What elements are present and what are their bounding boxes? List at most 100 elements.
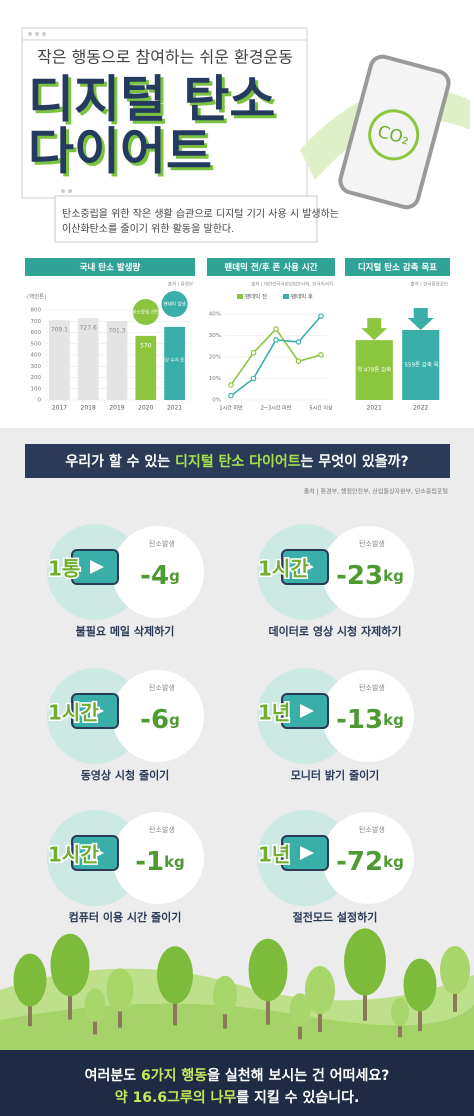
down-arrow <box>361 318 388 341</box>
tree-trunk <box>318 1006 322 1032</box>
y-tick-label: 400 <box>31 353 42 359</box>
legend-swatch <box>283 294 289 299</box>
y-tick-label: 40% <box>209 312 221 318</box>
y-tick-label: 0 <box>38 398 42 404</box>
window-dot <box>35 32 39 36</box>
tree-crown <box>213 975 237 1015</box>
value-label: 탄소발생 <box>149 825 175 834</box>
co2-ring <box>368 109 420 161</box>
section-source: 출처 | 환경부, 행정안전부, 산업통상자원부, 탄소중립포털 <box>304 488 448 496</box>
amount: 1년 <box>258 701 290 725</box>
chart-title-bar <box>25 258 195 276</box>
y-tick-label: 0% <box>212 398 221 404</box>
x-tick-label: 2~3시간 미만 <box>261 405 292 412</box>
footer-highlight: 약 16.6그루의 나무 <box>115 1089 237 1106</box>
heading-part: 는 무엇이 있을까? <box>301 453 409 470</box>
item-caption: 컴퓨터 이용 시간 줄이기 <box>69 910 182 924</box>
tree-trunk <box>298 1021 302 1040</box>
footer-part: 여러분도 <box>85 1067 141 1084</box>
device-glyph <box>300 846 314 860</box>
value-circle <box>112 812 204 904</box>
carbon-value: -6g <box>140 705 180 735</box>
point <box>273 336 279 343</box>
value-label: 탄소발생 <box>359 825 385 834</box>
value-number: -1 <box>135 847 164 877</box>
point <box>318 313 324 319</box>
tree-trunk <box>118 1004 122 1028</box>
value-unit: g <box>169 711 180 729</box>
tree-crown <box>403 958 437 1012</box>
heading-highlight: 디지털 탄소 다이어트 <box>175 453 301 470</box>
value-unit: kg <box>164 853 185 871</box>
y-tick-label: 800 <box>31 308 42 314</box>
tree-trunk <box>398 1021 402 1038</box>
tree-crown <box>440 946 470 994</box>
tree-crown <box>157 946 193 1004</box>
y-tick-label: 300 <box>31 364 42 370</box>
footer-line: 여러분도 6가지 행동을 실천해 보시는 건 어떠세요? <box>85 1067 390 1084</box>
y-tick-label: 200 <box>31 375 42 381</box>
annotation: 탄소중립 선언 <box>133 309 159 316</box>
x-tick-label: 2019 <box>109 405 124 412</box>
device-glyph <box>90 560 104 574</box>
amount: 1시간 <box>48 701 99 725</box>
x-tick-label: 2020 <box>138 405 153 412</box>
window-dot <box>42 32 46 36</box>
x-tick-label: 2017 <box>52 405 67 412</box>
chart-source: 출처 | 한국환경공단 <box>411 281 449 288</box>
bar-value-label: 약 559톤 감축 목표 <box>398 361 444 369</box>
amount: 1통 <box>48 557 80 581</box>
tree-crown <box>289 993 311 1027</box>
x-tick-label: 1시간 미만 <box>219 405 243 412</box>
carbon-value: -72kg <box>336 847 404 877</box>
item-caption: 모니터 밝기 줄이기 <box>291 768 380 782</box>
footer-bar <box>0 1050 474 1116</box>
bar-value-label: 570 <box>140 342 152 349</box>
legend-label: 팬데믹 후 <box>291 293 313 301</box>
bar <box>106 321 128 400</box>
point <box>318 352 324 358</box>
value-number: -13 <box>336 705 383 735</box>
y-tick-label: 10% <box>209 376 221 382</box>
window-dot <box>68 189 72 193</box>
carbon-value: -23kg <box>336 561 404 591</box>
description-line: 이산화탄소를 줄이기 위한 활동을 말한다. <box>62 222 234 235</box>
carbon-value: -13kg <box>336 705 404 735</box>
annotation-bubble <box>161 291 188 317</box>
y-tick-label: 500 <box>31 341 42 347</box>
tree-trunk <box>173 994 177 1026</box>
device-glyph <box>90 846 104 860</box>
item-caption: 동영상 시청 줄이기 <box>81 768 170 782</box>
phone-body <box>338 54 451 210</box>
tree-trunk <box>28 997 32 1027</box>
landscape <box>0 928 474 1050</box>
bar <box>355 340 393 400</box>
chart-source: 출처 | 환경부 <box>168 281 193 288</box>
chart-title-bar <box>207 258 335 276</box>
window-frame <box>21 27 308 199</box>
legend-label: 팬데믹 전 <box>245 293 267 301</box>
amount: 1시간 <box>48 843 99 867</box>
footer-part: 을 실천해 보시는 건 어떠세요? <box>207 1067 389 1084</box>
point <box>250 375 257 382</box>
x-tick-label: 5시간 이상 <box>309 405 333 412</box>
y-axis-label: (백만톤) <box>27 293 46 301</box>
bar-value-label: 701.3 <box>108 328 125 335</box>
device-glyph <box>90 704 104 718</box>
tree-crown <box>13 953 47 1007</box>
tree-crown <box>84 988 106 1022</box>
point <box>273 326 279 332</box>
value-number: -6 <box>140 705 169 735</box>
value-unit: kg <box>383 853 404 871</box>
amount: 1년 <box>258 843 290 867</box>
value-label: 탄소발생 <box>359 683 385 692</box>
description-box <box>54 195 318 243</box>
device-glyph <box>300 704 314 718</box>
x-tick-label: 2022 <box>413 405 428 412</box>
footer-line: 약 16.6그루의 나무를 지킬 수 있습니다. <box>115 1089 360 1106</box>
value-circle <box>322 812 414 904</box>
chart-title: 디지털 탄소 감축 목표 <box>358 262 437 273</box>
bar <box>49 320 70 400</box>
title-line: 다이어트 <box>28 123 212 181</box>
